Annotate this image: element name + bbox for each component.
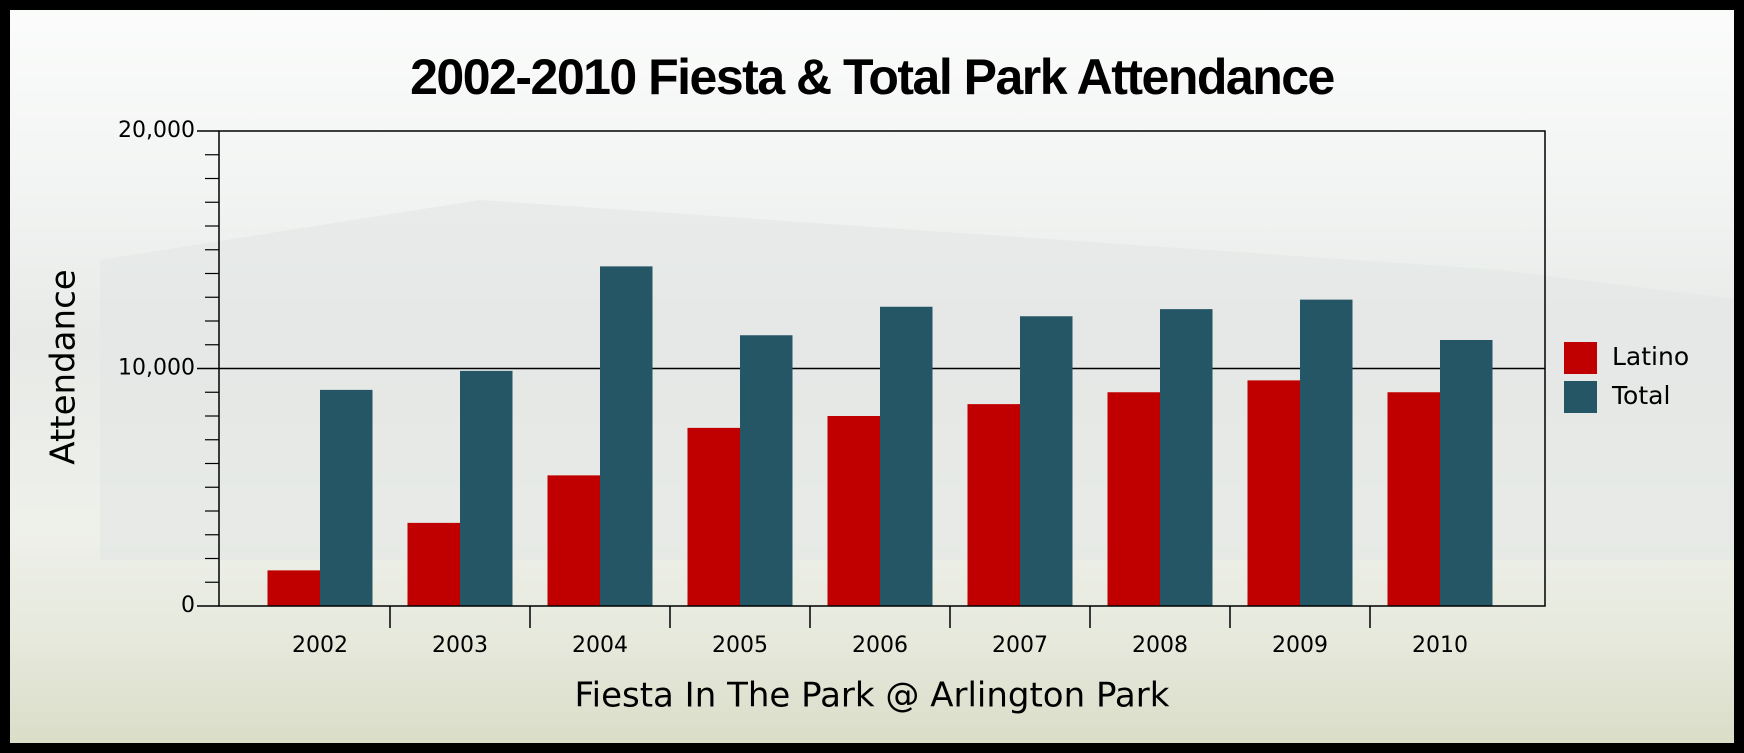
bar — [320, 389, 373, 606]
x-tick-label: 2006 — [852, 633, 908, 658]
legend-swatch — [1564, 381, 1597, 413]
bar — [1300, 299, 1353, 606]
legend-label: Total — [1611, 381, 1670, 410]
x-tick-label: 2009 — [1272, 633, 1328, 658]
bar — [687, 427, 740, 606]
bar — [1247, 380, 1300, 606]
bar — [880, 306, 933, 606]
bar — [1387, 392, 1440, 606]
x-tick-label: 2007 — [992, 633, 1048, 658]
legend-swatch — [1564, 342, 1597, 374]
bar — [460, 370, 513, 606]
bar — [407, 522, 460, 606]
bar — [1107, 392, 1160, 606]
bar — [600, 266, 653, 606]
bar — [547, 475, 600, 606]
plot-frame — [218, 130, 1546, 607]
x-tick-label: 2002 — [292, 633, 348, 658]
legend-label: Latino — [1612, 342, 1689, 371]
x-axis-label: Fiesta In The Park @ Arlington Park — [575, 676, 1170, 716]
x-tick-label: 2004 — [572, 633, 628, 658]
bar — [1020, 316, 1073, 606]
bar — [967, 404, 1020, 606]
bar — [267, 570, 320, 606]
x-tick-label: 2008 — [1132, 633, 1188, 658]
bar — [740, 335, 793, 606]
y-tick-label: 0 — [181, 593, 195, 618]
y-tick-label: 10,000 — [118, 356, 195, 381]
bar — [1440, 340, 1493, 606]
bar — [827, 416, 880, 606]
x-tick-label: 2003 — [432, 633, 488, 658]
y-axis-label: Attendance — [44, 269, 84, 464]
bar — [1160, 309, 1213, 606]
y-tick-label: 20,000 — [118, 118, 195, 143]
chart-title: 2002-2010 Fiesta & Total Park Attendance — [410, 49, 1334, 105]
x-tick-label: 2005 — [712, 633, 768, 658]
x-tick-label: 2010 — [1412, 633, 1468, 658]
